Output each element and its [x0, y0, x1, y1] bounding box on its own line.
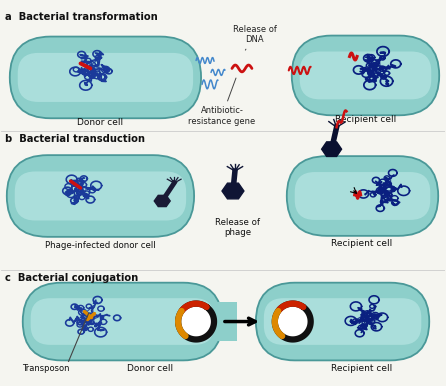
FancyBboxPatch shape: [23, 283, 222, 361]
Text: Recipient cell: Recipient cell: [335, 115, 396, 124]
FancyBboxPatch shape: [256, 283, 429, 361]
Text: Phage-infected donor cell: Phage-infected donor cell: [45, 241, 156, 250]
Text: Recipient cell: Recipient cell: [331, 239, 392, 248]
Polygon shape: [222, 183, 244, 199]
FancyBboxPatch shape: [292, 36, 439, 115]
Polygon shape: [154, 195, 170, 207]
FancyBboxPatch shape: [31, 298, 214, 345]
Text: Transposon: Transposon: [22, 364, 70, 373]
Text: Release of
phage: Release of phage: [215, 218, 260, 237]
Circle shape: [181, 306, 211, 337]
FancyBboxPatch shape: [264, 298, 421, 345]
Text: a  Bacterial transformation: a Bacterial transformation: [5, 12, 157, 22]
FancyBboxPatch shape: [10, 37, 201, 118]
Text: Release of
DNA: Release of DNA: [233, 25, 277, 50]
Text: b  Bacterial transduction: b Bacterial transduction: [5, 134, 145, 144]
Text: c  Bacterial conjugation: c Bacterial conjugation: [5, 273, 138, 283]
FancyBboxPatch shape: [18, 53, 193, 102]
Polygon shape: [322, 142, 342, 156]
Circle shape: [277, 306, 308, 337]
Text: Recipient cell: Recipient cell: [331, 364, 392, 373]
FancyBboxPatch shape: [287, 156, 438, 236]
Text: Donor cell: Donor cell: [77, 118, 124, 127]
Text: Donor cell: Donor cell: [127, 364, 173, 373]
Bar: [205, 301, 237, 342]
FancyBboxPatch shape: [7, 155, 194, 237]
FancyBboxPatch shape: [15, 171, 186, 220]
Text: Antibiotic-
resistance gene: Antibiotic- resistance gene: [188, 78, 256, 126]
FancyBboxPatch shape: [295, 172, 430, 220]
FancyBboxPatch shape: [300, 51, 431, 99]
